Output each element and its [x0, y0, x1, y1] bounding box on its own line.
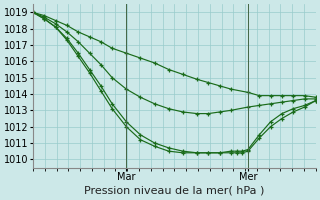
X-axis label: Pression niveau de la mer( hPa ): Pression niveau de la mer( hPa ) [84, 186, 265, 196]
